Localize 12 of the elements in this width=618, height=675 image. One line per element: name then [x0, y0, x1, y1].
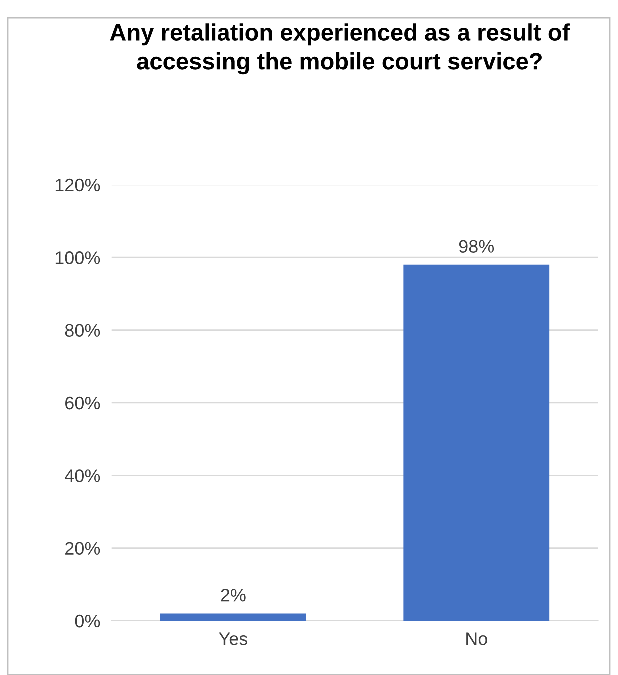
- x-tick-label: No: [466, 632, 488, 646]
- y-tick-label: 20%: [66, 542, 100, 556]
- y-tick-label: 100%: [56, 252, 100, 264]
- x-tick-label: Yes: [219, 632, 248, 646]
- y-tick-label: 60%: [66, 396, 100, 410]
- y-tick-label: 0%: [75, 614, 100, 628]
- y-tick-label: 40%: [65, 470, 100, 482]
- data-label: 98%: [459, 240, 494, 253]
- chart-title: Any retaliation experienced as a result of accessing the mobile court service?: [110, 24, 570, 75]
- y-tick-label: 120%: [56, 178, 100, 192]
- y-tick-label: 80%: [65, 324, 100, 338]
- data-label: 2%: [221, 589, 246, 602]
